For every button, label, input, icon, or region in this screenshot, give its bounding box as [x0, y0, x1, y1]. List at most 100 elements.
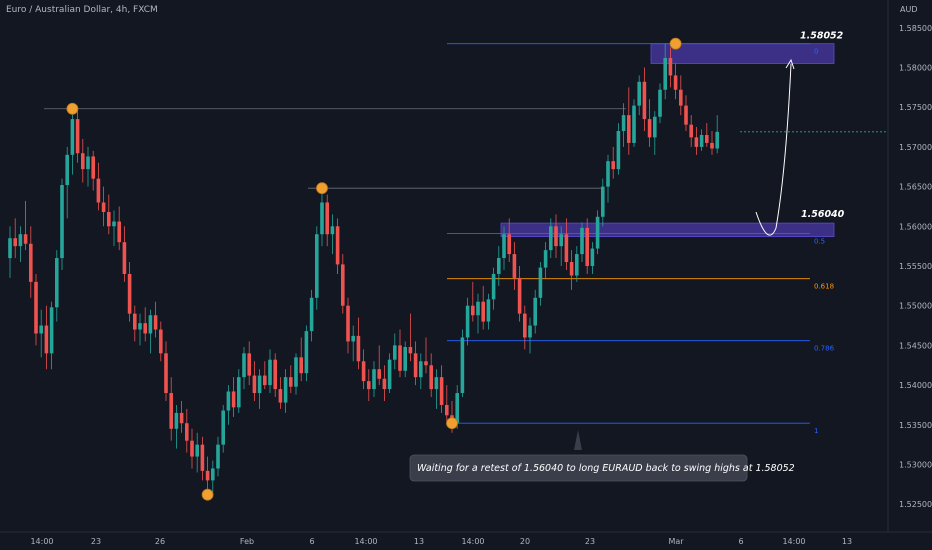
candle-body: [393, 345, 397, 360]
candle-body: [49, 307, 54, 354]
candle-body: [185, 423, 189, 441]
candle-body: [257, 375, 262, 394]
candle-body: [268, 359, 272, 386]
candle-body: [190, 440, 194, 457]
candle-body: [55, 258, 59, 308]
candle-body: [575, 254, 579, 276]
price-scale[interactable]: [888, 0, 932, 550]
currency-label: AUD: [900, 5, 918, 14]
y-tick-label: 1.56500: [899, 183, 932, 192]
y-tick-label: 1.56000: [899, 222, 932, 231]
candle-body: [247, 353, 251, 376]
candle-body: [23, 234, 28, 244]
candle-body: [419, 361, 423, 378]
x-tick-label: 20: [520, 537, 530, 546]
candle-body: [289, 377, 293, 387]
candle-body: [127, 273, 132, 314]
callout-pointer: [574, 430, 582, 450]
candle-body: [335, 226, 340, 265]
candle-body: [543, 250, 548, 268]
candle-body: [273, 359, 277, 390]
candle-body: [231, 391, 236, 408]
candle-body: [621, 115, 626, 132]
fib-level-label: 0: [814, 48, 818, 56]
y-tick-label: 1.58000: [899, 63, 932, 72]
swing-point-marker: [316, 182, 328, 195]
candle-body: [86, 156, 90, 170]
x-tick-label: 23: [91, 537, 101, 546]
candle-body: [252, 375, 257, 394]
x-tick-label: 14:00: [30, 537, 53, 546]
fib-level-label: 0.5: [814, 237, 825, 245]
candle-body: [8, 238, 12, 259]
candle-body: [44, 325, 49, 354]
key-level-price: 1.58052: [800, 31, 844, 42]
candle-body: [554, 226, 558, 247]
candle-body: [538, 267, 543, 298]
candle-body: [346, 305, 350, 342]
candle-body: [283, 377, 288, 403]
candle-body: [34, 281, 38, 334]
candle-body: [325, 202, 329, 235]
candle-body: [569, 262, 574, 276]
candle-body: [341, 264, 345, 306]
candle-body: [429, 365, 433, 390]
chart-title: Euro / Australian Dollar, 4h, FXCM: [6, 5, 158, 15]
candle-body: [278, 389, 283, 403]
x-tick-label: 6: [738, 537, 743, 546]
candle-body: [533, 297, 537, 326]
candle-body: [684, 105, 688, 125]
candle-body: [112, 221, 116, 227]
candle-body: [491, 273, 496, 300]
candle-body: [195, 444, 199, 457]
candle-body: [101, 202, 106, 213]
fib-level-label: 0.786: [814, 345, 835, 353]
x-tick-label: Mar: [668, 537, 684, 546]
candle-body: [13, 238, 17, 247]
candle-body: [205, 470, 210, 481]
candle-body: [143, 323, 147, 334]
candle-body: [517, 277, 522, 314]
candles: [8, 43, 719, 495]
candle-body: [611, 161, 615, 170]
projection-arrow: [755, 63, 792, 236]
swing-point-marker: [446, 417, 458, 430]
candle-body: [351, 335, 355, 342]
candle-body: [616, 131, 621, 170]
candle-body: [174, 412, 179, 429]
candle-body: [304, 331, 309, 374]
candle-body: [497, 258, 501, 274]
x-tick-label: 14:00: [354, 537, 377, 546]
candle-body: [413, 353, 418, 378]
candle-body: [372, 369, 376, 390]
candle-body: [179, 412, 184, 424]
swing-point-marker: [66, 102, 79, 115]
candle-body: [445, 404, 449, 416]
candle-body: [367, 381, 371, 390]
candle-body: [159, 329, 163, 354]
candle-body: [153, 315, 158, 330]
candle-body: [715, 131, 719, 149]
x-tick-label: Feb: [240, 537, 254, 546]
callout-text: Waiting for a retest of 1.56040 to long …: [417, 463, 795, 474]
x-tick-label: 6: [309, 537, 314, 546]
candle-body: [689, 124, 693, 138]
candle-body: [528, 325, 532, 338]
candle-body: [465, 305, 470, 338]
candle-body: [580, 227, 584, 255]
candle-body: [699, 134, 704, 147]
y-tick-label: 1.53500: [899, 421, 932, 430]
x-tick-label: 13: [414, 537, 424, 546]
candle-body: [476, 301, 480, 316]
x-tick-label: 14:00: [461, 537, 484, 546]
candle-body: [424, 361, 428, 366]
candle-body: [705, 134, 709, 143]
candle-body: [226, 391, 231, 411]
candle-body: [507, 234, 511, 255]
candle-body: [439, 377, 444, 405]
candle-body: [549, 226, 553, 251]
candle-body: [70, 119, 75, 155]
